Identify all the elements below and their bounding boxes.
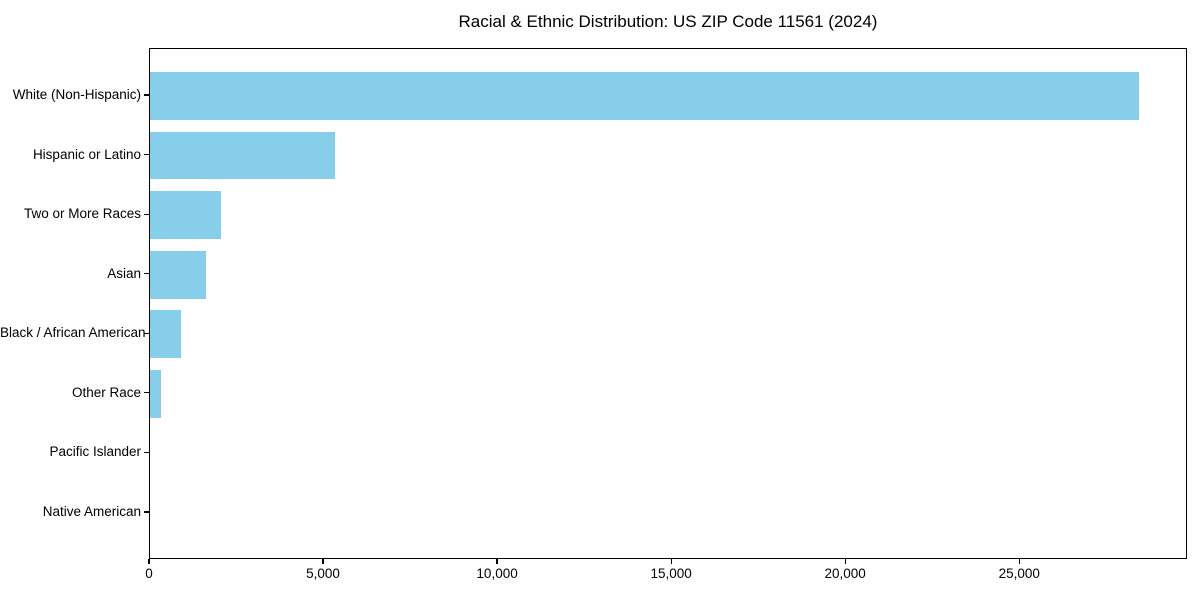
chart-title: Racial & Ethnic Distribution: US ZIP Cod… [458, 12, 878, 31]
x-axis-tick-label: 10,000 [476, 566, 518, 581]
y-axis-tick [144, 273, 149, 275]
bar [150, 250, 207, 299]
plot-area [149, 48, 1187, 559]
y-axis-tick [144, 451, 149, 453]
x-axis-tick-label: 15,000 [650, 566, 692, 581]
bar [150, 191, 221, 239]
x-axis-tick-label: 20,000 [824, 566, 866, 581]
y-axis-label: Black / African American [0, 325, 146, 341]
y-axis-tick [144, 332, 149, 334]
bar [150, 131, 336, 180]
y-axis-tick [144, 94, 149, 96]
x-axis-tick [1018, 559, 1020, 564]
x-axis-tick [322, 559, 324, 564]
bar [150, 370, 162, 418]
bar [150, 72, 1139, 120]
y-axis-tick [144, 213, 149, 215]
x-axis-tick [670, 559, 672, 564]
x-axis-tick-label: 0 [145, 566, 153, 581]
x-axis-tick [844, 559, 846, 564]
y-axis-label: Native American [42, 503, 141, 519]
y-axis-label: Pacific Islander [49, 444, 141, 460]
y-axis-label: White (Non-Hispanic) [12, 87, 141, 103]
y-axis-label: Hispanic or Latino [32, 146, 141, 162]
y-axis-tick [144, 392, 149, 394]
x-axis-tick [148, 559, 150, 564]
x-axis-tick-label: 5,000 [306, 566, 340, 581]
y-axis-label: Asian [107, 265, 141, 281]
y-axis-tick [144, 511, 149, 513]
x-axis-tick [496, 559, 498, 564]
y-axis-tick [144, 154, 149, 156]
y-axis-label: Other Race [71, 384, 141, 400]
x-axis-tick-label: 25,000 [998, 566, 1040, 581]
bar [150, 310, 181, 359]
y-axis-label: Two or More Races [23, 206, 141, 222]
